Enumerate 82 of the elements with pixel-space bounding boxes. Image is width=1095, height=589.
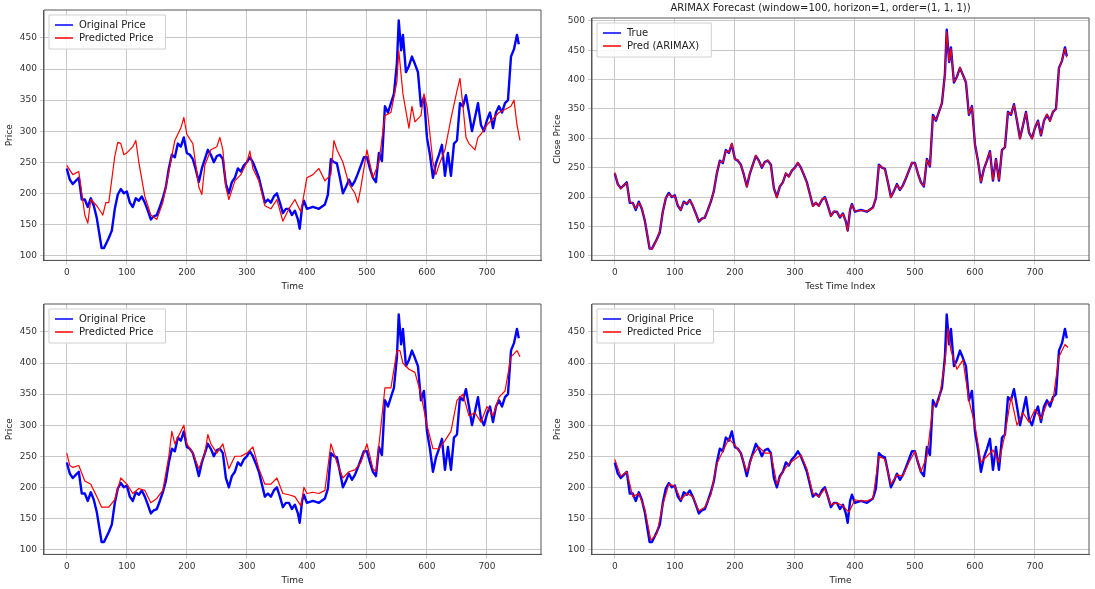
legend-label: Original Price bbox=[626, 312, 694, 324]
x-tick-label: 100 bbox=[666, 561, 684, 572]
y-tick-label: 100 bbox=[567, 250, 586, 261]
y-tick-label: 200 bbox=[19, 187, 38, 198]
x-tick-label: 700 bbox=[478, 267, 496, 278]
y-tick-label: 350 bbox=[567, 103, 586, 114]
x-tick-label: 700 bbox=[1026, 561, 1044, 572]
y-axis-title: Price bbox=[3, 123, 14, 147]
y-tick-label: 450 bbox=[567, 44, 586, 55]
y-tick-label: 200 bbox=[567, 191, 586, 202]
x-tick-label: 0 bbox=[63, 267, 70, 278]
x-axis-title: Test Time Index bbox=[804, 280, 877, 291]
y-tick-label: 500 bbox=[567, 15, 586, 26]
y-axis-title: Price bbox=[551, 417, 562, 441]
y-tick-label: 300 bbox=[567, 132, 586, 143]
y-tick-label: 400 bbox=[567, 73, 586, 84]
x-tick-label: 400 bbox=[846, 267, 864, 278]
x-tick-label: 400 bbox=[846, 561, 864, 572]
y-axis-title: Close Price bbox=[551, 114, 562, 164]
x-tick-label: 600 bbox=[418, 561, 436, 572]
x-tick-label: 600 bbox=[966, 561, 984, 572]
y-tick-label: 350 bbox=[567, 388, 586, 399]
y-tick-label: 100 bbox=[19, 249, 38, 260]
y-tick-label: 150 bbox=[19, 512, 38, 523]
y-tick-label: 150 bbox=[567, 220, 586, 231]
x-axis-title: Time bbox=[828, 574, 852, 585]
x-tick-label: 300 bbox=[786, 561, 804, 572]
x-tick-label: 500 bbox=[358, 561, 376, 572]
x-axis-title: Time bbox=[280, 280, 304, 291]
x-tick-label: 600 bbox=[418, 267, 436, 278]
x-tick-label: 100 bbox=[118, 561, 136, 572]
y-tick-label: 400 bbox=[19, 357, 38, 368]
x-tick-label: 200 bbox=[178, 267, 196, 278]
x-tick-label: 700 bbox=[1026, 267, 1044, 278]
y-tick-label: 300 bbox=[567, 419, 586, 430]
y-tick-label: 200 bbox=[19, 481, 38, 492]
y-tick-label: 250 bbox=[567, 450, 586, 461]
y-tick-label: 350 bbox=[19, 94, 38, 105]
legend-label: Predicted Price bbox=[78, 31, 154, 43]
x-tick-label: 400 bbox=[298, 561, 316, 572]
x-tick-label: 500 bbox=[358, 267, 376, 278]
y-tick-label: 250 bbox=[19, 156, 38, 167]
legend-label: Predicted Price bbox=[626, 325, 702, 337]
x-tick-label: 200 bbox=[726, 561, 744, 572]
x-tick-label: 0 bbox=[611, 267, 618, 278]
y-tick-label: 350 bbox=[19, 388, 38, 399]
legend-label: Original Price bbox=[78, 312, 146, 324]
legend-label: Pred (ARIMAX) bbox=[626, 39, 700, 51]
x-tick-label: 300 bbox=[238, 561, 256, 572]
x-axis-title: Time bbox=[280, 574, 304, 585]
x-tick-label: 300 bbox=[238, 267, 256, 278]
y-tick-label: 250 bbox=[567, 162, 586, 173]
y-tick-label: 400 bbox=[567, 357, 586, 368]
x-tick-label: 400 bbox=[298, 267, 316, 278]
y-tick-label: 150 bbox=[19, 218, 38, 229]
x-tick-label: 100 bbox=[118, 267, 136, 278]
x-tick-label: 700 bbox=[478, 561, 496, 572]
x-tick-label: 500 bbox=[906, 561, 924, 572]
y-tick-label: 150 bbox=[567, 512, 586, 523]
y-axis-title: Price bbox=[3, 417, 14, 441]
legend-label: Predicted Price bbox=[78, 325, 154, 337]
x-tick-label: 500 bbox=[906, 267, 924, 278]
chart-title: ARIMAX Forecast (window=100, horizon=1, order=(1, 1, 1)) bbox=[670, 1, 971, 13]
y-tick-label: 250 bbox=[19, 450, 38, 461]
x-tick-label: 200 bbox=[178, 561, 196, 572]
x-tick-label: 0 bbox=[63, 561, 70, 572]
y-tick-label: 450 bbox=[19, 326, 38, 337]
x-tick-label: 100 bbox=[666, 267, 684, 278]
y-tick-label: 200 bbox=[567, 481, 586, 492]
x-tick-label: 600 bbox=[966, 267, 984, 278]
y-tick-label: 100 bbox=[19, 543, 38, 554]
y-tick-label: 450 bbox=[567, 326, 586, 337]
x-tick-label: 300 bbox=[786, 267, 804, 278]
y-tick-label: 400 bbox=[19, 63, 38, 74]
legend-label: Original Price bbox=[78, 18, 146, 30]
y-tick-label: 100 bbox=[567, 543, 586, 554]
y-tick-label: 300 bbox=[19, 125, 38, 136]
legend-label: True bbox=[625, 26, 649, 38]
x-tick-label: 200 bbox=[726, 267, 744, 278]
y-tick-label: 450 bbox=[19, 32, 38, 43]
x-tick-label: 0 bbox=[611, 561, 618, 572]
y-tick-label: 300 bbox=[19, 419, 38, 430]
